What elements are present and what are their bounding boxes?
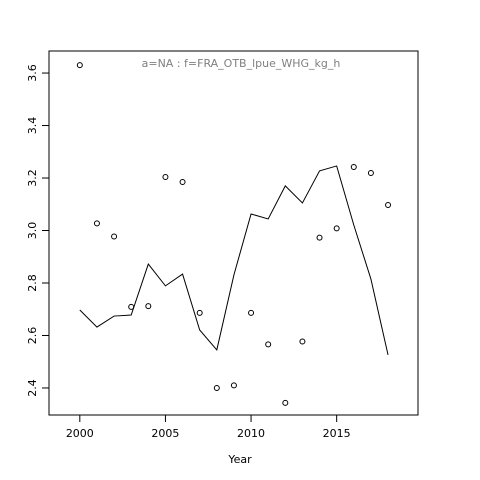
y-tick-label: 3.6 xyxy=(26,64,39,82)
line xyxy=(79,165,389,356)
chart-title: a=NA : f=FRA_OTB_lpue_WHG_kg_h xyxy=(142,57,341,70)
point xyxy=(282,399,289,406)
point xyxy=(316,234,323,241)
point xyxy=(111,233,118,240)
point xyxy=(350,163,357,170)
plot-frame xyxy=(48,50,419,416)
y-tick-label: 3.2 xyxy=(26,169,39,187)
point xyxy=(196,309,203,316)
point xyxy=(367,170,374,177)
x-axis-label: Year xyxy=(227,453,252,466)
point xyxy=(145,303,152,310)
point xyxy=(76,62,83,69)
point xyxy=(299,338,306,345)
point xyxy=(162,173,169,180)
point xyxy=(385,202,392,209)
x-tick-label: 2000 xyxy=(66,427,94,440)
point xyxy=(213,384,220,391)
y-tick-label: 3.0 xyxy=(26,222,39,240)
point xyxy=(248,309,255,316)
point xyxy=(93,220,100,227)
y-tick-label: 2.8 xyxy=(26,274,39,292)
y-tick-label: 2.4 xyxy=(26,379,39,397)
point xyxy=(230,382,237,389)
point xyxy=(179,178,186,185)
x-tick-label: 2015 xyxy=(323,427,351,440)
y-tick-label: 3.4 xyxy=(26,117,39,134)
point xyxy=(265,341,272,348)
y-tick-label: 2.6 xyxy=(26,327,39,345)
point xyxy=(333,225,340,232)
x-tick-label: 2005 xyxy=(151,427,179,440)
x-tick-label: 2010 xyxy=(237,427,265,440)
